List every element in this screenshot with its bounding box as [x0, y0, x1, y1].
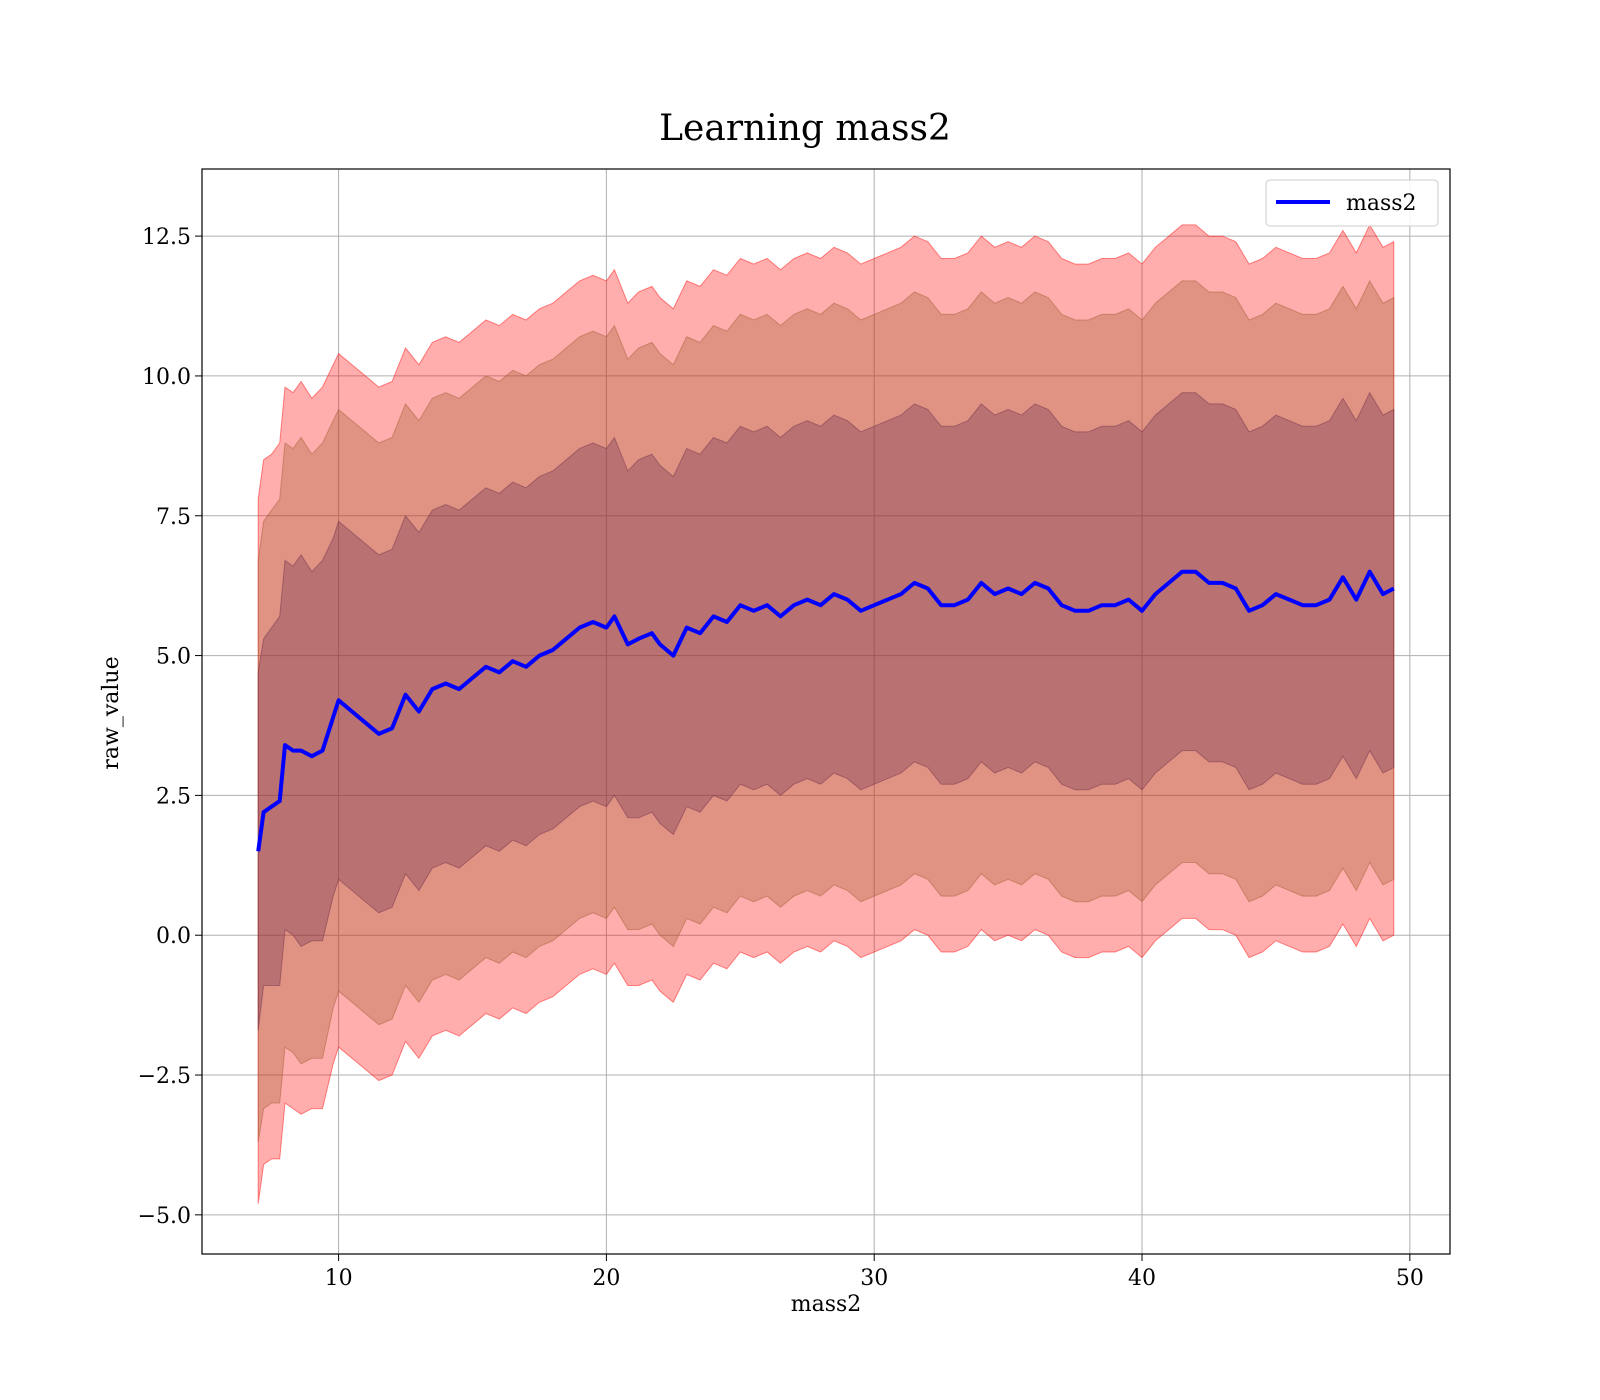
y-tick-label: 5.0 — [156, 645, 191, 670]
legend-box — [1265, 179, 1439, 227]
y-tick-label: −2.5 — [138, 1064, 191, 1089]
x-tick-label: 10 — [325, 1266, 353, 1291]
std-bands — [257, 223, 1395, 1204]
y-tick-label: 0.0 — [156, 924, 191, 949]
x-tick-label: 50 — [1396, 1266, 1424, 1291]
std-band — [257, 279, 1395, 1143]
y-tick-label: −5.0 — [138, 1204, 191, 1229]
x-tick-label: 30 — [860, 1266, 888, 1291]
series-lines — [256, 569, 1395, 852]
x-axis-ticks: 10 20 30 40 50 — [325, 1254, 1424, 1291]
std-band — [257, 223, 1395, 1204]
y-axis-label: raw_value — [99, 656, 124, 769]
plot-frame — [201, 168, 1451, 1255]
y-tick-label: 10.0 — [142, 365, 191, 390]
x-tick-label: 40 — [1128, 1266, 1156, 1291]
legend: mass2 — [1265, 179, 1439, 227]
x-tick-label: 20 — [592, 1266, 620, 1291]
x-axis-label: mass2 — [791, 1292, 862, 1317]
y-tick-label: 7.5 — [156, 505, 191, 530]
series-line-mass2 — [256, 569, 1395, 852]
y-tick-label: 12.5 — [142, 225, 191, 250]
y-tick-label: 2.5 — [156, 784, 191, 809]
y-axis-ticks: −5.0 −2.5 0.0 2.5 5.0 7.5 10.0 12.5 — [138, 225, 202, 1229]
grid-lines — [202, 169, 1450, 1254]
legend-label-mass2: mass2 — [1346, 191, 1417, 216]
chart-title: Learning mass2 — [659, 108, 951, 149]
std-band — [257, 391, 1395, 1031]
